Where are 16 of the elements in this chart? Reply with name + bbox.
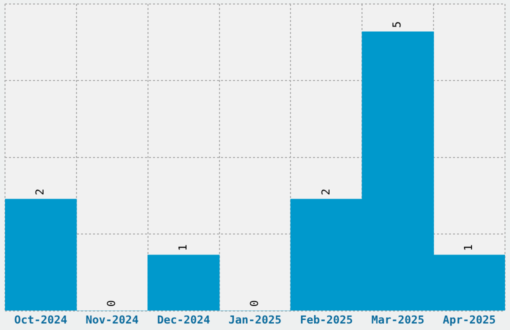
bar [5, 198, 77, 311]
data-label: 1 [176, 244, 190, 252]
x-tick-label: Dec-2024 [157, 313, 210, 326]
x-tick-label: Oct-2024 [14, 313, 68, 326]
data-label: 5 [390, 21, 404, 28]
bar [148, 254, 220, 311]
x-tick-label: Apr-2025 [442, 313, 496, 326]
data-label: 1 [462, 244, 476, 252]
data-label: 2 [34, 188, 47, 196]
data-label: 0 [248, 300, 261, 307]
x-tick-label: Mar-2025 [371, 313, 424, 326]
x-tick-label: Nov-2024 [86, 313, 140, 326]
data-label: 2 [319, 188, 332, 196]
data-label: 0 [105, 300, 118, 307]
x-tick-label: Jan-2025 [228, 313, 282, 326]
x-tick-label: Feb-2025 [300, 313, 353, 326]
